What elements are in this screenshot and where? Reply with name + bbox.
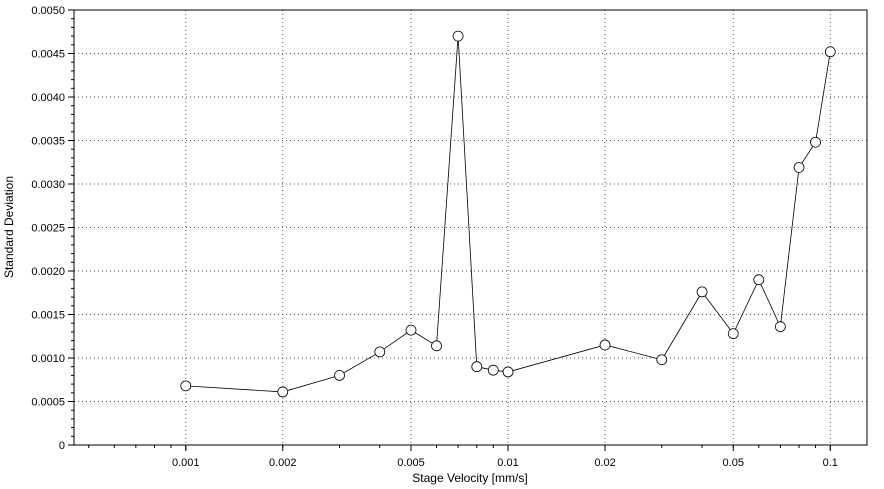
data-point <box>277 386 289 398</box>
data-point <box>471 361 483 373</box>
data-point <box>656 354 668 366</box>
data-point <box>727 328 739 340</box>
y-tick-label: 0.0005 <box>31 397 65 409</box>
data-point <box>374 346 386 358</box>
plot-frame <box>73 9 868 446</box>
y-tick-label: 0.0045 <box>31 49 65 61</box>
x-axis-title: Stage Velocity [mm/s] <box>412 471 527 485</box>
data-point <box>180 380 192 392</box>
x-tick-label: 0.002 <box>269 457 297 469</box>
data-point <box>405 324 417 336</box>
y-tick-label: 0.0010 <box>31 353 65 365</box>
y-axis-title: Standard Deviation <box>2 176 16 278</box>
y-tick-label: 0.0030 <box>31 179 65 191</box>
x-tick-label: 0.05 <box>723 457 744 469</box>
x-tick-label: 0.01 <box>497 457 518 469</box>
y-tick-label: 0.0050 <box>31 5 65 17</box>
y-tick-label: 0.0025 <box>31 223 65 235</box>
grid <box>74 10 867 445</box>
x-tick-label: 0.1 <box>823 457 838 469</box>
data-point <box>452 30 464 42</box>
data-point <box>753 274 765 286</box>
axes: 0.001 0.002 0.005 0.01 0.02 0.05 0.1 0 0.0005 0.0… <box>31 5 838 469</box>
x-tick-label: 0.001 <box>172 457 200 469</box>
y-tick-label: 0.0040 <box>31 92 65 104</box>
data-point <box>334 369 345 381</box>
y-tick-label: 0.0020 <box>31 266 65 278</box>
data-point <box>810 136 821 148</box>
data-point <box>793 162 805 173</box>
y-tick-label: 0.0035 <box>31 136 65 148</box>
y-tick-label: 0.0015 <box>31 310 65 322</box>
x-tick-label: 0.005 <box>397 457 425 469</box>
data-point <box>696 286 708 298</box>
data-point <box>774 321 786 333</box>
series-layer <box>180 30 836 398</box>
data-point <box>431 340 442 352</box>
data-point <box>502 366 514 378</box>
y-tick-label: 0 <box>59 440 65 452</box>
x-tick-label: 0.02 <box>594 457 615 469</box>
data-point <box>824 46 836 58</box>
data-point <box>487 364 499 376</box>
data-point <box>599 339 611 351</box>
